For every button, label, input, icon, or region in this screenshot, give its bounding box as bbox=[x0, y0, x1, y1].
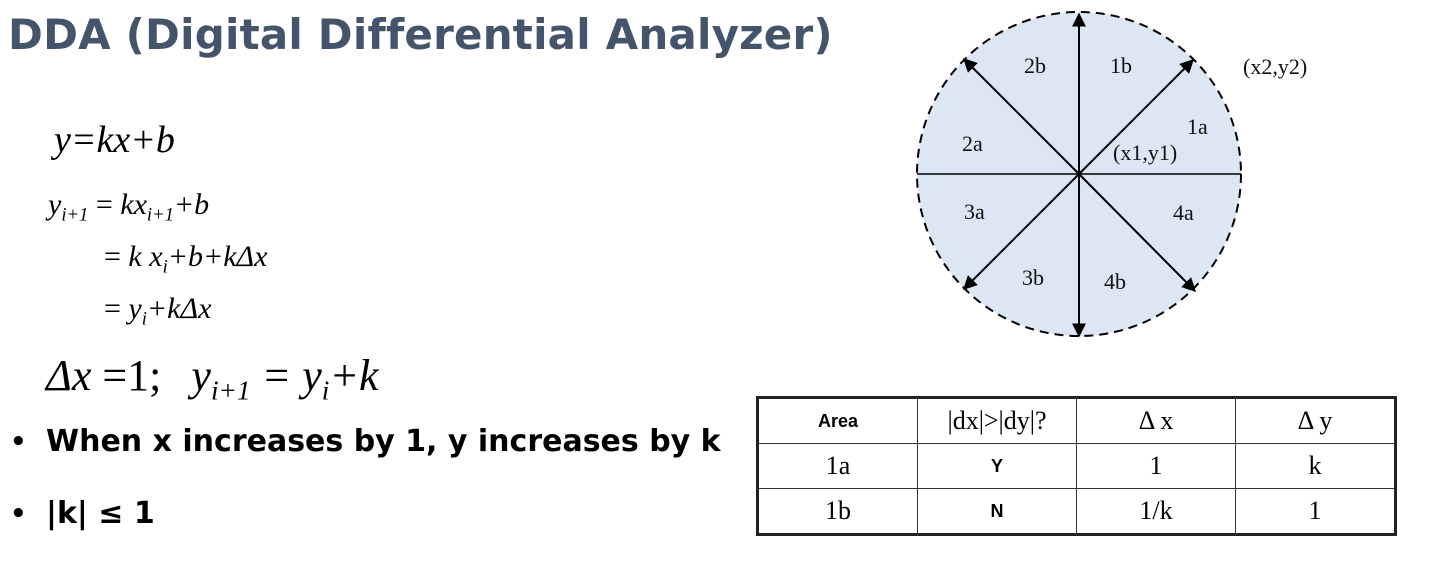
arrow-down-right bbox=[1078, 173, 1196, 292]
bullet-item: • |k| ≤ 1 bbox=[10, 492, 721, 564]
endpoint-label: (x2,y2) bbox=[1243, 54, 1307, 79]
region-label-4a: 4a bbox=[1173, 200, 1194, 225]
increment-equation: Δx =1; yi+1 = yi+k bbox=[46, 351, 379, 406]
bullet-dot-icon: • bbox=[10, 427, 27, 457]
page-title: DDA (Digital Differential Analyzer) bbox=[8, 10, 833, 59]
table-cell: 1b bbox=[757, 488, 918, 535]
area-table: Area |dx|>|dy|? Δ x Δ y 1a Y 1 k 1b N 1/… bbox=[756, 396, 1397, 536]
recurrence-equation: yi+1 = kxi+1+b bbox=[48, 188, 210, 226]
bullet-dot-icon: • bbox=[10, 499, 27, 529]
bullet-list: • When x increases by 1, y increases by k… bbox=[10, 420, 721, 564]
region-label-4b: 4b bbox=[1104, 269, 1126, 294]
region-label-3a: 3a bbox=[964, 199, 985, 224]
column-header-delta-x: Δ x bbox=[1076, 397, 1236, 444]
arrow-up-right bbox=[1078, 59, 1194, 175]
table-cell: k bbox=[1235, 443, 1396, 489]
recurrence-step-1: = k xi+b+kΔx bbox=[104, 240, 268, 278]
arrow-down-left bbox=[963, 173, 1080, 290]
column-header-delta-y: Δ y bbox=[1235, 397, 1396, 444]
table-cell: 1 bbox=[1076, 443, 1236, 489]
region-label-1b: 1b bbox=[1110, 53, 1132, 78]
recurrence-step-2: = yi+kΔx bbox=[104, 292, 212, 330]
table-header-row: Area |dx|>|dy|? Δ x Δ y bbox=[757, 397, 1396, 444]
table-cell: N bbox=[917, 488, 1077, 535]
bullet-item: • When x increases by 1, y increases by k bbox=[10, 420, 721, 492]
line-equation: y=kx+b bbox=[54, 119, 175, 161]
table-cell: 1/k bbox=[1076, 488, 1236, 535]
column-header-area: Area bbox=[757, 397, 918, 444]
region-label-2b: 2b bbox=[1024, 53, 1046, 78]
table-row: 1b N 1/k 1 bbox=[757, 488, 1396, 535]
table-cell: 1 bbox=[1235, 488, 1396, 535]
region-label-1a: 1a bbox=[1187, 114, 1208, 139]
region-label-3b: 3b bbox=[1022, 265, 1044, 290]
region-label-2a: 2a bbox=[962, 131, 983, 156]
table-cell: 1a bbox=[757, 443, 918, 489]
column-header-dx-gt-dy: |dx|>|dy|? bbox=[917, 397, 1077, 444]
table-cell: Y bbox=[917, 443, 1077, 489]
origin-label: (x1,y1) bbox=[1113, 140, 1177, 165]
arrow-up-left bbox=[963, 58, 1080, 175]
table-row: 1a Y 1 k bbox=[757, 443, 1396, 489]
